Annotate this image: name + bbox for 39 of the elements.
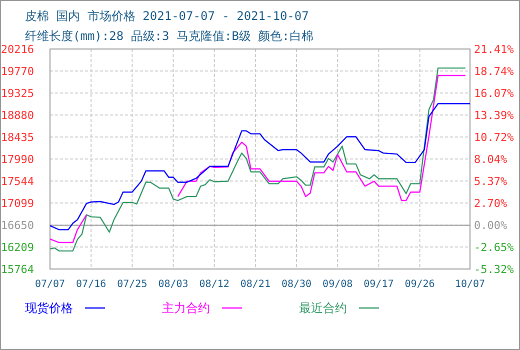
x-tick-label: 09/08 (322, 279, 353, 290)
y2-tick-label: 13.39% (474, 109, 514, 122)
y-tick-label: 16209 (0, 241, 34, 254)
x-tick-label: 08/21 (240, 279, 270, 290)
chart-subtitle: 纤维长度(mm):28 品级:3 马克隆值:B级 颜色:白棉 (25, 29, 314, 43)
x-tick-label: 09/26 (404, 279, 435, 290)
line-series (49, 103, 471, 230)
y2-tick-label: -5.32% (474, 263, 514, 276)
y-tick-label: 19770 (0, 65, 34, 78)
y2-tick-label: 8.04% (474, 153, 508, 166)
legend-label: 现货价格 (25, 301, 73, 315)
y2-tick-label: -2.65% (474, 241, 514, 254)
x-tick-label: 08/12 (199, 279, 230, 290)
y-tick-label: 17544 (0, 175, 34, 188)
chart-title: 皮棉 国内 市场价格 2021-07-07 - 2021-10-07 (25, 9, 309, 23)
x-tick-label: 09/17 (364, 279, 394, 290)
y2-tick-label: 2.70% (474, 196, 508, 210)
y2-tick-label: 10.72% (474, 130, 514, 144)
y2-tick-label: 5.37% (474, 175, 508, 188)
x-tick-label: 10/07 (454, 279, 486, 290)
x-tick-label: 08/03 (158, 279, 188, 290)
x-tick-label: 08/30 (281, 279, 312, 290)
y2-tick-label: 18.74% (474, 64, 514, 78)
y-tick-label: 18435 (0, 131, 34, 144)
y-tick-label: 17099 (0, 197, 34, 210)
y-tick-label: 17990 (0, 153, 34, 166)
y-tick-label: 15764 (0, 263, 34, 276)
x-tick-label: 07/25 (117, 279, 148, 290)
y-tick-label: 19325 (0, 87, 34, 100)
y-tick-label: 16650 (0, 219, 34, 232)
y2-tick-label: 0.00% (474, 219, 508, 232)
y2-tick-label: 16.07% (474, 86, 514, 100)
legend-label: 主力合约 (162, 301, 210, 315)
y-tick-label: 20216 (0, 43, 34, 56)
y-tick-label: 18880 (0, 109, 34, 122)
legend-label: 最近合约 (299, 301, 347, 315)
x-tick-label: 07/16 (76, 279, 106, 290)
y2-tick-label: 21.41% (474, 43, 514, 56)
x-tick-label: 07/07 (34, 279, 66, 290)
